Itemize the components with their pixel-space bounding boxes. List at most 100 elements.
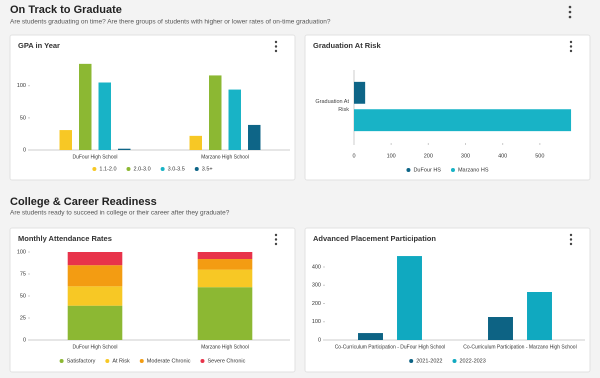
legend-label: At Risk [112, 358, 130, 364]
y-tick-label: 0 [23, 147, 26, 153]
y-tick-label: 100 [17, 83, 26, 89]
y-tick-label: 100 [17, 249, 26, 255]
x-tick-label: 0 [352, 153, 355, 159]
bar [354, 109, 572, 132]
menu-dot [569, 45, 573, 48]
bar-segment [67, 286, 123, 306]
bar [248, 124, 261, 150]
section-title: College & Career Readiness [10, 196, 157, 208]
bar-segment [67, 305, 123, 340]
menu-dot [569, 40, 573, 44]
bar [209, 75, 222, 150]
bar [118, 148, 131, 150]
legend: 2021-2022 2022-2023 [409, 358, 486, 364]
y-category-label-text: Graduation At Risk [315, 99, 349, 113]
card [9, 34, 296, 181]
legend-label: 2.0-3.0 [134, 166, 151, 172]
chart-title: Monthly Attendance Rates [18, 234, 112, 243]
y-tick-label: 300 [312, 283, 321, 289]
y-tick-label: 0 [23, 337, 26, 343]
legend-label: Satisfactory [67, 358, 96, 364]
bar-segment [197, 259, 253, 270]
x-tick-label: 100 [387, 153, 396, 159]
x-tick-label: 400 [498, 153, 507, 159]
y-tick-label: 50 [20, 293, 26, 299]
chart-menu[interactable] [274, 233, 278, 246]
menu-dot [274, 238, 278, 241]
menu-dot [274, 233, 278, 237]
legend-label: 2021-2022 [416, 358, 442, 364]
y-tick-label: 75 [20, 271, 26, 277]
legend-label: 2022-2023 [460, 358, 486, 364]
bar [488, 317, 513, 340]
chart-title: GPA in Year [18, 41, 60, 50]
menu-dot [569, 49, 573, 53]
menu-dot [274, 45, 278, 48]
legend-swatch [452, 359, 457, 363]
legend: 1.1-2.0 2.0-3.0 3.0-3.5 3.5+ [92, 166, 213, 172]
legend-label: 3.0-3.5 [168, 166, 185, 172]
y-tick-label: 400 [312, 264, 321, 270]
legend: Satisfactory At Risk Moderate Chronic Sever… [59, 358, 246, 364]
x-tick-label: 300 [461, 153, 470, 159]
card [304, 34, 591, 181]
chart-menu[interactable] [274, 40, 278, 53]
bar-segment [67, 265, 123, 287]
x-tick-label: 200 [424, 153, 433, 159]
section-subtitle: Are students ready to succeed in college… [10, 210, 230, 217]
legend-swatch [200, 359, 205, 363]
x-category-label: Marzano High School [201, 344, 249, 350]
bar-segment [197, 287, 253, 340]
x-category-label: Co-Curriculum Participation - Marzano Hi… [463, 344, 576, 350]
legend-swatch [59, 359, 64, 363]
bar [98, 82, 111, 150]
legend-label: Severe Chronic [207, 358, 245, 364]
x-category-label: DuFour High School [72, 344, 117, 350]
y-tick-label: 100 [312, 319, 321, 325]
y-tick-label: 200 [312, 301, 321, 307]
bar [189, 135, 202, 150]
y-tick-label: 25 [20, 315, 26, 321]
legend-swatch [406, 168, 411, 172]
menu-dot [274, 242, 278, 246]
y-tick-label: 0 [318, 337, 321, 343]
legend-swatch [92, 167, 97, 171]
bar-segment [197, 252, 253, 260]
bar [59, 130, 72, 150]
menu-dot [569, 238, 573, 241]
legend-swatch [160, 167, 165, 171]
y-category-label: Graduation At Risk [315, 99, 349, 113]
legend: DuFour HS Marzano HS [406, 167, 489, 173]
legend-swatch [139, 359, 144, 363]
bar [527, 292, 552, 340]
x-category-label: Marzano High School [201, 154, 249, 160]
x-tick-label: 500 [535, 153, 544, 159]
section-menu[interactable] [568, 5, 572, 19]
bar-segment [197, 269, 253, 288]
y-tick-label: 50 [20, 115, 26, 121]
legend-swatch [126, 167, 131, 171]
menu-dot [569, 233, 573, 237]
legend-label: Moderate Chronic [147, 358, 191, 364]
menu-dot [569, 242, 573, 246]
menu-dot [274, 49, 278, 53]
chart-title: Graduation At Risk [313, 41, 381, 50]
legend-swatch [105, 359, 110, 363]
legend-label: DuFour HS [413, 167, 441, 173]
bar [397, 256, 422, 340]
section-title: On Track to Graduate [10, 4, 122, 16]
legend-swatch [450, 168, 455, 172]
bar [354, 81, 366, 104]
x-category-label: DuFour High School [72, 154, 117, 160]
bar-segment [67, 252, 123, 266]
x-category-label: Co-Curriculum Participation - DuFour Hig… [335, 344, 446, 350]
chart-menu[interactable] [569, 40, 573, 53]
legend-swatch [194, 167, 199, 171]
section-subtitle: Are students graduating on time? Are the… [10, 19, 331, 26]
legend-label: Marzano HS [458, 167, 489, 173]
legend-label: 1.1-2.0 [99, 166, 116, 172]
legend-swatch [409, 359, 414, 363]
chart-menu[interactable] [569, 233, 573, 246]
bar [358, 333, 383, 340]
